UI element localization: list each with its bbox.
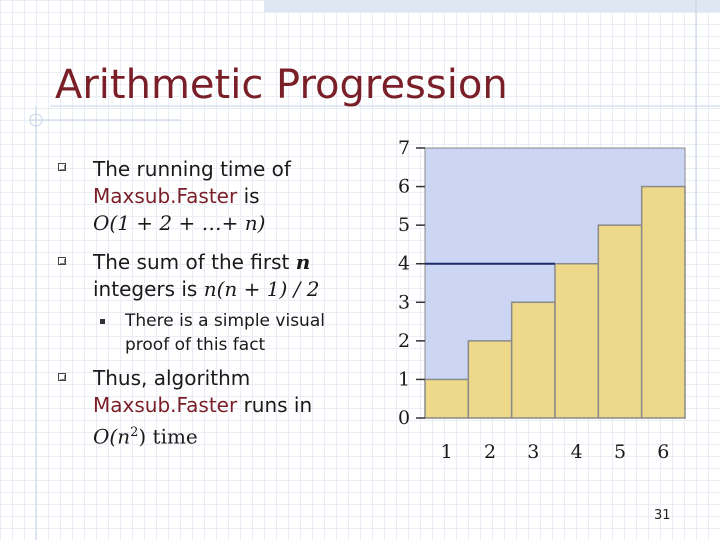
bullet-marker (58, 257, 66, 265)
x-tick-label: 4 (571, 441, 583, 463)
bullet-2-line2: integers is n(n + 1) / 2 (93, 276, 319, 303)
bullet-2-var: n (295, 250, 311, 274)
y-tick-label: 5 (398, 214, 410, 236)
page-number: 31 (654, 508, 671, 523)
bar-5 (597, 224, 643, 419)
bullet-3-line1: Thus, algorithm (93, 366, 251, 390)
bar-4 (554, 262, 600, 419)
bullet-1-line2-tail: is (237, 184, 260, 208)
bullet-3-line3: O(n2) time (93, 419, 312, 451)
code-name: Maxsub.Faster (93, 184, 238, 208)
bullet-3-exponent: 2 (130, 425, 139, 440)
bullet-1-line1: The running time of (93, 157, 291, 181)
y-tick-label: 2 (398, 330, 410, 352)
bullet-3-line2: Maxsub.Faster runs in (93, 392, 312, 419)
sub-bullet-line2: proof of this fact (125, 335, 266, 355)
y-tick-label: 4 (398, 253, 410, 275)
bullet-3-line2-tail: runs in (237, 393, 313, 417)
bullet-2-formula: n(n + 1) / 2 (203, 277, 320, 301)
y-tick-label: 3 (398, 291, 410, 313)
bullet-1: The running time of Maxsub.Faster is O(1… (93, 156, 291, 237)
bar-1 (424, 378, 470, 419)
bullet-2-text: The sum of the first (93, 250, 296, 274)
sub-bullet-marker (100, 319, 105, 324)
bullet-3: Thus, algorithm Maxsub.Faster runs in O(… (93, 365, 312, 451)
bar-6 (640, 185, 686, 419)
bullet-3-formula-tail: ) time (138, 424, 198, 449)
top-band (264, 0, 720, 12)
bullet-2-line1: The sum of the first n (93, 249, 319, 276)
bullet-1-line2: Maxsub.Faster is (93, 183, 291, 210)
bullet-1-formula: O(1 + 2 + …+ n) (93, 211, 266, 235)
bar-2 (467, 340, 513, 419)
y-tick-label: 0 (398, 407, 410, 429)
bar-3 (510, 301, 556, 419)
bullet-marker (58, 373, 66, 381)
code-name: Maxsub.Faster (93, 393, 238, 417)
y-tick-label: 6 (398, 176, 410, 198)
bullet-3-formula: O(n (93, 424, 131, 449)
x-tick-label: 3 (527, 441, 539, 463)
y-tick-label: 1 (398, 368, 410, 390)
page-title: Arithmetic Progression (55, 62, 508, 108)
sub-bullet: There is a simple visual proof of this f… (125, 309, 325, 357)
x-tick-label: 5 (614, 441, 626, 463)
bullet-2: The sum of the first n integers is n(n +… (93, 249, 319, 303)
bullet-marker (58, 163, 66, 171)
bullet-2-text2: integers is (93, 277, 204, 301)
x-tick-label: 1 (441, 441, 453, 463)
sub-bullet-line1: There is a simple visual (125, 311, 325, 331)
y-tick-label: 7 (398, 137, 410, 159)
x-tick-label: 2 (484, 441, 496, 463)
x-tick-label: 6 (657, 441, 669, 463)
